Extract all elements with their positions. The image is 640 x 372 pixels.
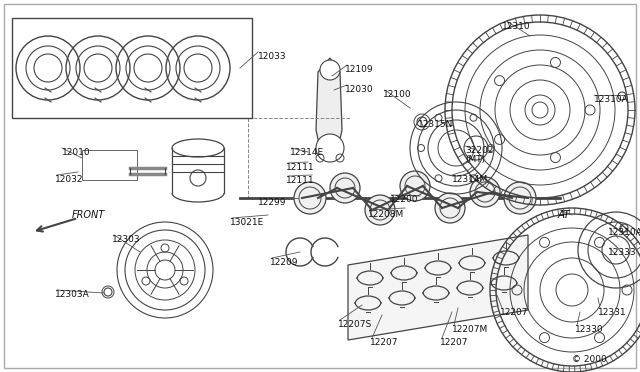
Text: 12209: 12209 bbox=[270, 258, 298, 267]
Text: 12303: 12303 bbox=[112, 235, 141, 244]
Text: 12331: 12331 bbox=[598, 308, 627, 317]
Circle shape bbox=[294, 182, 326, 214]
Circle shape bbox=[504, 182, 536, 214]
Text: 12310A: 12310A bbox=[594, 95, 628, 104]
Text: 12207S: 12207S bbox=[338, 320, 372, 329]
Text: 12208M: 12208M bbox=[368, 210, 404, 219]
Circle shape bbox=[365, 195, 395, 225]
Text: (MT): (MT) bbox=[465, 155, 485, 164]
Circle shape bbox=[316, 134, 344, 162]
Text: 12111: 12111 bbox=[286, 163, 315, 172]
Text: FRONT: FRONT bbox=[72, 210, 105, 220]
Bar bbox=[82, 150, 137, 180]
Text: AT: AT bbox=[558, 210, 571, 220]
Text: 32202: 32202 bbox=[465, 146, 493, 155]
Text: 12314M: 12314M bbox=[452, 175, 488, 184]
Text: 13021E: 13021E bbox=[230, 218, 264, 227]
Text: 12207: 12207 bbox=[370, 338, 399, 347]
Text: 12200: 12200 bbox=[390, 195, 419, 204]
Text: 12310A: 12310A bbox=[608, 228, 640, 237]
Text: 12310: 12310 bbox=[502, 22, 531, 31]
Text: 12010: 12010 bbox=[62, 148, 91, 157]
Text: 12314E: 12314E bbox=[290, 148, 324, 157]
Text: 12032: 12032 bbox=[55, 175, 83, 184]
Text: 12207M: 12207M bbox=[452, 325, 488, 334]
Circle shape bbox=[320, 60, 340, 80]
Circle shape bbox=[330, 173, 360, 203]
Bar bbox=[12, 18, 252, 118]
Text: 12033: 12033 bbox=[258, 52, 287, 61]
Text: 12109: 12109 bbox=[345, 65, 374, 74]
Polygon shape bbox=[348, 235, 528, 340]
Text: 12207: 12207 bbox=[440, 338, 468, 347]
Text: 12303A: 12303A bbox=[55, 290, 90, 299]
Text: 12299: 12299 bbox=[258, 198, 287, 207]
Text: 12111: 12111 bbox=[286, 176, 315, 185]
Text: 12330: 12330 bbox=[575, 325, 604, 334]
Polygon shape bbox=[316, 58, 342, 155]
Circle shape bbox=[470, 177, 500, 207]
Text: 12030: 12030 bbox=[345, 85, 374, 94]
Circle shape bbox=[400, 171, 430, 201]
Text: 12333: 12333 bbox=[608, 248, 637, 257]
Text: © 2000: © 2000 bbox=[572, 355, 607, 364]
Circle shape bbox=[435, 193, 465, 223]
Text: 12100: 12100 bbox=[383, 90, 412, 99]
Text: 12207: 12207 bbox=[500, 308, 529, 317]
Text: 12315N: 12315N bbox=[418, 120, 453, 129]
